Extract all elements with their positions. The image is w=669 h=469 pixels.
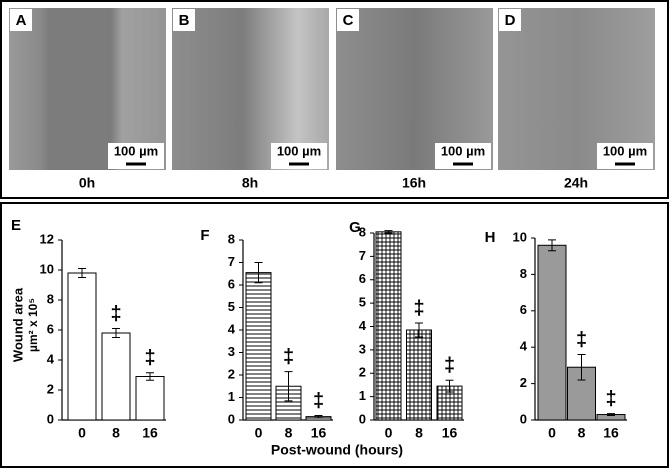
y-tick-label: 4: [520, 339, 528, 354]
letter-box: [499, 9, 521, 31]
y-tick-label: 4: [359, 318, 367, 333]
x-tick-label: 0: [255, 425, 263, 441]
letter-box: [173, 9, 195, 31]
bar: [101, 332, 131, 421]
scale-label: 100 µm: [441, 143, 485, 158]
error-bar: [445, 379, 454, 393]
panel-letter: B: [179, 12, 190, 29]
y-tick-label: 6: [47, 321, 54, 336]
y-tick-label: 8: [47, 291, 54, 306]
y-tick-label: 10: [513, 229, 527, 244]
panel-label: G: [349, 219, 361, 236]
y-tick-label: 12: [40, 231, 54, 246]
letter-box: [10, 9, 32, 31]
time-label: 16h: [402, 175, 426, 191]
y-tick-label: 5: [228, 299, 235, 314]
y-tick-label: 2: [228, 366, 235, 381]
significance-mark: ‡: [413, 297, 424, 319]
y-tick-label: 8: [359, 224, 366, 239]
y-tick-label: 0: [359, 411, 366, 426]
x-tick-label: 0: [548, 425, 556, 441]
error-bar: [112, 328, 120, 338]
x-tick-label: 0: [385, 425, 393, 441]
y-tick-label: 2: [47, 381, 54, 396]
significance-mark: ‡: [313, 390, 324, 412]
top-frame: [0, 0, 669, 199]
y-axis-title: Wound area: [10, 287, 25, 362]
x-tick-label: 8: [578, 425, 586, 441]
error-bar: [384, 230, 393, 234]
bar: [135, 376, 165, 421]
panel-letter: D: [505, 12, 516, 29]
scale-label: 100 µm: [603, 143, 647, 158]
x-tick-label: 0: [78, 425, 86, 441]
y-axis-unit: µm² x 10⁵: [26, 298, 40, 352]
y-tick-label: 6: [359, 271, 366, 286]
y-tick-label: 0: [228, 411, 235, 426]
error-bar: [78, 268, 86, 278]
error-bar: [254, 262, 263, 284]
time-label: 0h: [79, 175, 95, 191]
scale-label: 100 µm: [277, 143, 321, 158]
y-tick-label: 2: [520, 375, 527, 390]
error-bar: [314, 415, 323, 419]
error-bar: [607, 413, 615, 416]
time-label: 24h: [564, 175, 588, 191]
error-bar: [146, 372, 154, 381]
panel-label: F: [200, 227, 209, 244]
y-tick-label: 6: [520, 302, 527, 317]
y-tick-label: 2: [359, 365, 366, 380]
significance-mark: ‡: [444, 355, 455, 377]
x-tick-label: 8: [112, 425, 120, 441]
y-tick-label: 1: [228, 389, 235, 404]
significance-mark: ‡: [144, 347, 155, 369]
significance-mark: ‡: [605, 388, 616, 410]
y-tick-label: 0: [47, 411, 54, 426]
panel-label: E: [11, 217, 21, 234]
panel-letter: C: [343, 12, 354, 29]
x-tick-label: 8: [415, 425, 423, 441]
x-tick-label: 16: [603, 425, 619, 441]
significance-mark: ‡: [110, 303, 121, 325]
y-tick-label: 3: [359, 341, 366, 356]
error-bar: [577, 353, 586, 381]
y-tick-label: 0: [520, 411, 527, 426]
bar: [245, 272, 272, 421]
y-tick-label: 7: [228, 254, 235, 269]
x-tick-label: 8: [285, 425, 293, 441]
bar: [537, 244, 567, 421]
error-bar: [284, 371, 293, 402]
significance-mark: ‡: [283, 346, 294, 368]
scale-label: 100 µm: [114, 143, 158, 158]
y-tick-label: 5: [359, 295, 366, 310]
bar: [67, 272, 97, 421]
y-tick-label: 1: [359, 388, 366, 403]
x-tick-label: 16: [442, 425, 458, 441]
y-tick-label: 7: [359, 248, 366, 263]
bar: [375, 231, 402, 421]
letter-box: [337, 9, 359, 31]
bar: [406, 329, 432, 421]
y-tick-label: 8: [520, 266, 527, 281]
bottom-frame: [0, 202, 669, 468]
panel-letter: A: [16, 12, 27, 29]
y-tick-label: 6: [228, 276, 235, 291]
y-tick-label: 3: [228, 344, 235, 359]
y-tick-label: 4: [47, 351, 55, 366]
error-bar: [415, 322, 423, 338]
significance-mark: ‡: [576, 329, 587, 351]
x-tick-label: 16: [311, 425, 327, 441]
error-bar: [548, 239, 556, 252]
y-tick-label: 4: [228, 321, 236, 336]
x-tick-label: 16: [142, 425, 158, 441]
y-tick-label: 10: [40, 261, 54, 276]
time-label: 8h: [242, 175, 258, 191]
panel-label: H: [485, 229, 496, 246]
x-axis-title: Post-wound (hours): [271, 442, 403, 458]
y-tick-label: 8: [228, 231, 235, 246]
